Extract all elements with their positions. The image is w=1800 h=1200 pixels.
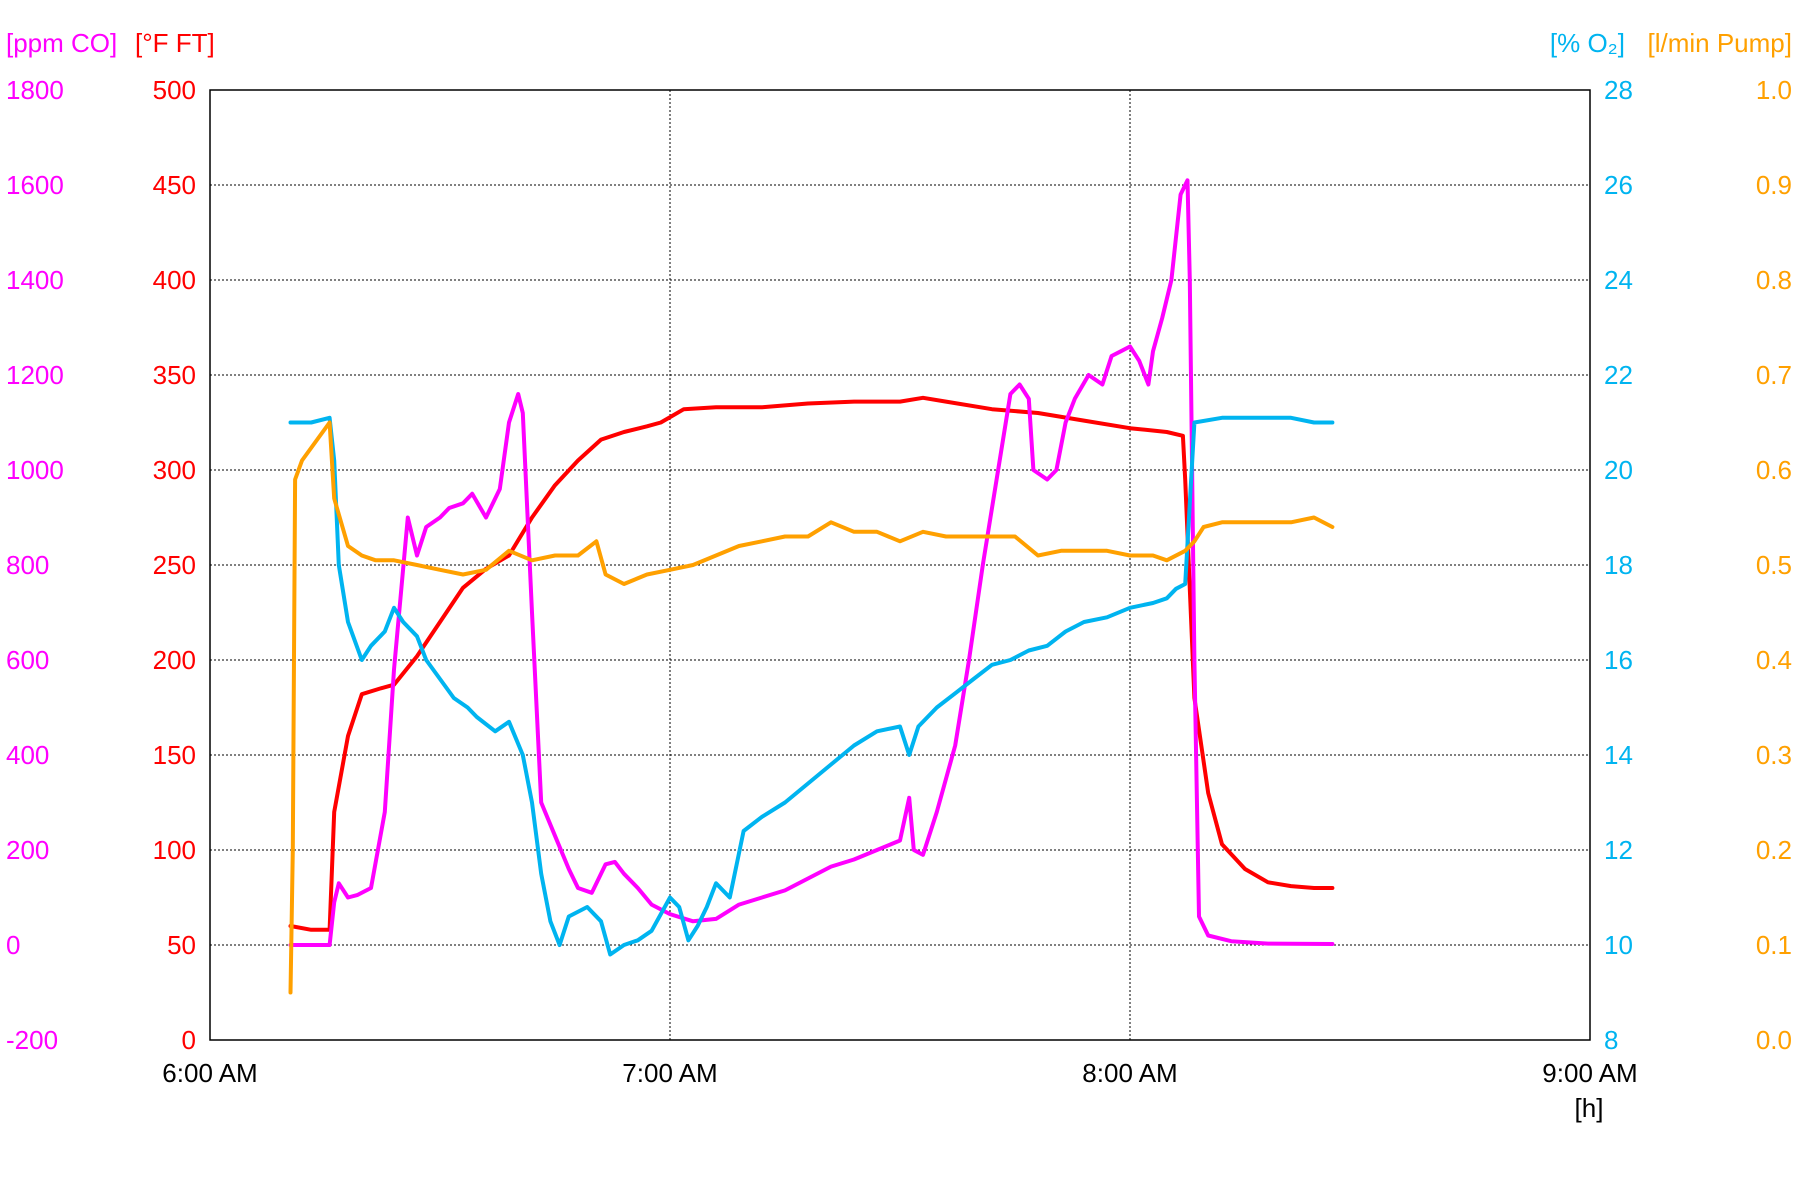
- ft-tick-label: 250: [153, 550, 196, 580]
- o2-tick-label: 22: [1604, 360, 1633, 390]
- pump-tick-label: 0.5: [1756, 550, 1792, 580]
- co-tick-label: -200: [6, 1025, 58, 1055]
- o2-series-line: [288, 415, 1335, 957]
- ft-unit-label: [°F FT]: [135, 28, 215, 58]
- o2-tick-label: 24: [1604, 265, 1633, 295]
- co-tick-label: 1000: [6, 455, 64, 485]
- o2-tick-label: 12: [1604, 835, 1633, 865]
- x-tick-label: 9:00 AM: [1542, 1058, 1637, 1088]
- co-series-line: [288, 178, 1335, 947]
- pump-tick-label: 0.7: [1756, 360, 1792, 390]
- co-tick-label: 1200: [6, 360, 64, 390]
- co-tick-label: 200: [6, 835, 49, 865]
- o2-tick-label: 28: [1604, 75, 1633, 105]
- o2-tick-label: 10: [1604, 930, 1633, 960]
- ft-tick-label: 350: [153, 360, 196, 390]
- co-tick-label: 1800: [6, 75, 64, 105]
- o2-tick-label: 14: [1604, 740, 1633, 770]
- o2-tick-label: 8: [1604, 1025, 1618, 1055]
- pump-tick-label: 0.8: [1756, 265, 1792, 295]
- pump-tick-label: 0.4: [1756, 645, 1792, 675]
- pump-unit-label: [l/min Pump]: [1648, 28, 1793, 58]
- ft-tick-label: 150: [153, 740, 196, 770]
- pump-series-line: [288, 420, 1335, 995]
- pump-tick-label: 0.0: [1756, 1025, 1792, 1055]
- o2-tick-label: 20: [1604, 455, 1633, 485]
- o2-tick-label: 26: [1604, 170, 1633, 200]
- co-tick-label: 1600: [6, 170, 64, 200]
- x-tick-label: 6:00 AM: [162, 1058, 257, 1088]
- ft-tick-label: 300: [153, 455, 196, 485]
- pump-tick-label: 1.0: [1756, 75, 1792, 105]
- co-unit-label: [ppm CO]: [6, 28, 117, 58]
- ft-tick-label: 200: [153, 645, 196, 675]
- ft-tick-label: 100: [153, 835, 196, 865]
- co-tick-label: 1400: [6, 265, 64, 295]
- co-tick-label: 800: [6, 550, 49, 580]
- co-tick-label: 400: [6, 740, 49, 770]
- pump-tick-label: 0.3: [1756, 740, 1792, 770]
- o2-unit-label: [% O₂]: [1550, 28, 1625, 58]
- co-tick-label: 0: [6, 930, 20, 960]
- pump-tick-label: 0.2: [1756, 835, 1792, 865]
- o2-tick-label: 16: [1604, 645, 1633, 675]
- co-tick-label: 600: [6, 645, 49, 675]
- x-tick-label: 7:00 AM: [622, 1058, 717, 1088]
- pump-tick-label: 0.9: [1756, 170, 1792, 200]
- ft-tick-label: 400: [153, 265, 196, 295]
- pump-tick-label: 0.1: [1756, 930, 1792, 960]
- ft-tick-label: 0: [182, 1025, 196, 1055]
- pump-tick-label: 0.6: [1756, 455, 1792, 485]
- ft-tick-label: 450: [153, 170, 196, 200]
- x-unit-label: [h]: [1575, 1093, 1604, 1123]
- ft-tick-label: 50: [167, 930, 196, 960]
- o2-tick-label: 18: [1604, 550, 1633, 580]
- x-tick-label: 8:00 AM: [1082, 1058, 1177, 1088]
- ft-tick-label: 500: [153, 75, 196, 105]
